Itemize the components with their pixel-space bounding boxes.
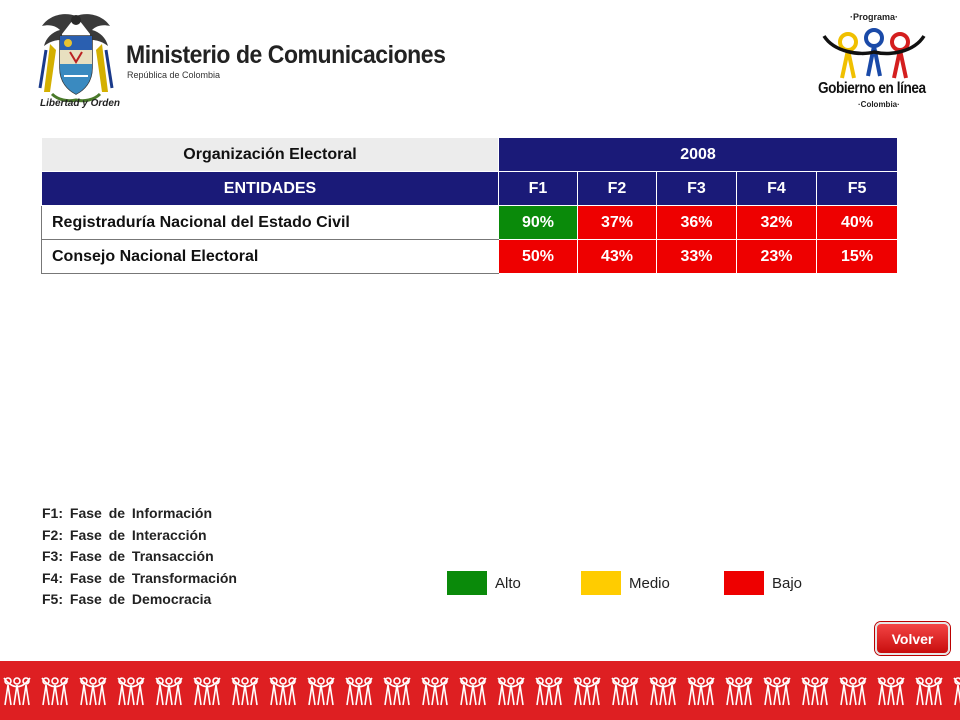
footer-figure-group xyxy=(269,677,297,706)
legend-label-alto: Alto xyxy=(495,574,521,592)
phase-legend-item: F5: Fase de Democracia xyxy=(42,591,212,607)
gobierno-en-linea-logo: ·Programa· Gobierno en línea ·Colombia· xyxy=(814,10,934,114)
legend-label-medio: Medio xyxy=(629,574,670,592)
footer-figure-group xyxy=(345,677,373,706)
footer-figure-group xyxy=(649,677,677,706)
phase-legend: F1: Fase de Información F2: Fase de Inte… xyxy=(42,503,237,611)
footer-figure-group xyxy=(421,677,449,706)
crest-motto: Libertad y Orden xyxy=(40,98,121,109)
program-label: ·Programa· xyxy=(850,12,899,22)
score-cell: 37% xyxy=(577,205,657,240)
score-cell: 36% xyxy=(656,205,737,240)
footer-band xyxy=(0,661,960,720)
phase-header-f1: F1 xyxy=(498,171,578,206)
legend-item-bajo: Bajo xyxy=(724,571,802,595)
table-row: Consejo Nacional Electoral 50% 43% 33% 2… xyxy=(41,239,899,274)
footer-figure-group xyxy=(459,677,487,706)
legend-item-alto: Alto xyxy=(447,571,521,595)
footer-figure-group xyxy=(117,677,145,706)
ministry-logo: Libertad y Orden Ministerio de Comunicac… xyxy=(36,10,446,114)
score-cell: 50% xyxy=(498,239,578,274)
phase-header-f5: F5 xyxy=(815,171,899,206)
table-title-row: Organización Electoral 2008 xyxy=(41,137,899,172)
legend-item-medio: Medio xyxy=(581,571,670,595)
electoral-organization-table: Organización Electoral 2008 ENTIDADES F1… xyxy=(41,137,899,274)
phase-legend-item: F3: Fase de Transacción xyxy=(42,548,214,564)
footer-figure-group xyxy=(41,677,69,706)
phase-legend-item: F2: Fase de Interacción xyxy=(42,526,207,543)
phase-legend-item: F4: Fase de Transformación xyxy=(42,569,237,586)
phase-header-f3: F3 xyxy=(656,171,737,206)
entity-name: Registraduría Nacional del Estado Civil xyxy=(41,205,499,240)
footer-figure-group xyxy=(3,677,31,706)
entity-column-header: ENTIDADES xyxy=(41,171,499,206)
footer-figure-group xyxy=(877,677,905,706)
legend-swatch-medio xyxy=(581,571,621,595)
score-cell: 43% xyxy=(577,239,657,274)
footer-figure-group xyxy=(953,677,960,706)
footer-figure-group xyxy=(687,677,715,706)
table-title: Organización Electoral xyxy=(41,137,499,172)
program-name: Gobierno en línea xyxy=(818,80,926,97)
people-figures-icon xyxy=(822,28,926,79)
footer-figure-group xyxy=(383,677,411,706)
footer-figure-group xyxy=(725,677,753,706)
legend-label-bajo: Bajo xyxy=(772,574,803,592)
footer-figure-group xyxy=(839,677,867,706)
footer-figure-group xyxy=(231,677,259,706)
footer-figure-group xyxy=(307,677,335,706)
footer-figure-group xyxy=(497,677,525,706)
score-cell: 15% xyxy=(815,239,899,274)
score-cell: 23% xyxy=(736,239,817,274)
phase-header-f4: F4 xyxy=(736,171,817,206)
score-cell: 32% xyxy=(736,205,817,240)
table-year: 2008 xyxy=(497,137,899,172)
footer-figure-group xyxy=(611,677,639,706)
phase-header-f2: F2 xyxy=(577,171,657,206)
ministry-subtitle: República de Colombia xyxy=(127,70,221,80)
score-cell: 90% xyxy=(498,205,578,240)
score-cell: 33% xyxy=(656,239,737,274)
back-button[interactable]: Volver xyxy=(875,622,950,655)
legend-swatch-alto xyxy=(447,571,487,595)
footer-figure-group xyxy=(763,677,791,706)
ministry-name: Ministerio de Comunicaciones xyxy=(126,41,446,69)
table-row: Registraduría Nacional del Estado Civil … xyxy=(41,205,899,240)
program-country: ·Colombia· xyxy=(858,100,900,109)
score-cell: 40% xyxy=(815,205,899,240)
people-pattern-icon xyxy=(3,677,960,706)
table-header-row: ENTIDADES F1 F2 F3 F4 F5 xyxy=(41,171,899,206)
footer-figure-group xyxy=(801,677,829,706)
footer-figure-group xyxy=(79,677,107,706)
phase-legend-item: F1: Fase de Información xyxy=(42,505,213,521)
footer-figure-group xyxy=(535,677,563,706)
footer-figure-group xyxy=(573,677,601,706)
legend-swatch-bajo xyxy=(724,571,764,595)
entity-name: Consejo Nacional Electoral xyxy=(41,239,499,274)
footer-figure-group xyxy=(915,677,943,706)
footer-figure-group xyxy=(155,677,183,706)
footer-figure-group xyxy=(193,677,221,706)
colombia-crest-icon xyxy=(38,14,114,103)
